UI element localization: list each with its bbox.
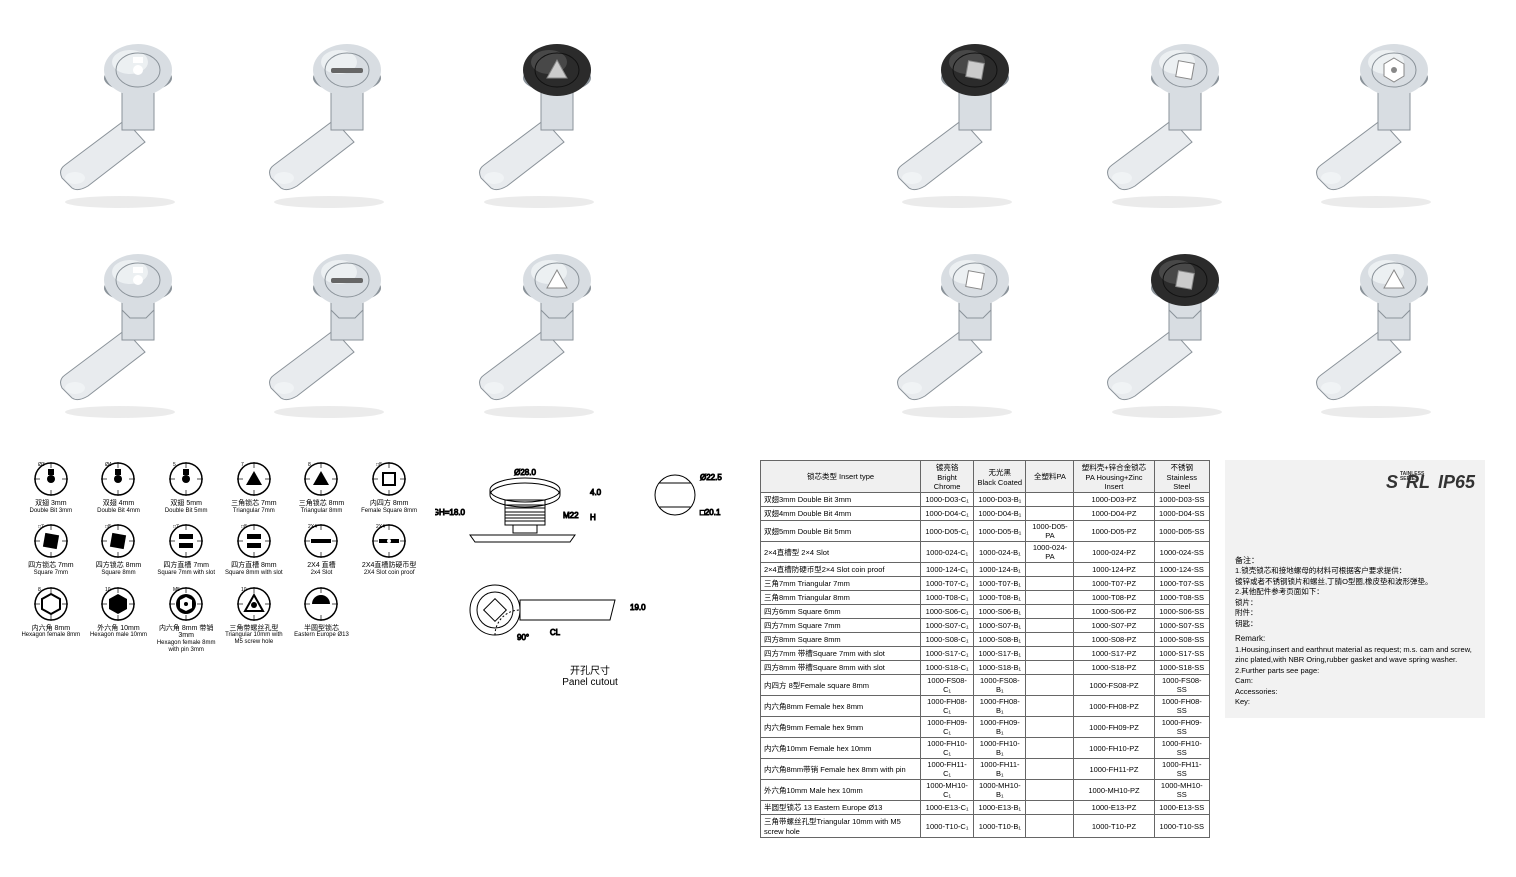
spec-table: 锁芯类型 Insert type镀亮铬Bright Chrome无光黑Black… [760, 460, 1210, 838]
insert-icon: 8内六角 8mmHexagon female 8mm [20, 585, 82, 654]
svg-text:CL: CL [550, 628, 561, 637]
table-row: 三角7mm Triangular 7mm1000-T07-C₁1000-T07-… [761, 577, 1210, 591]
table-row: 外六角10mm Male hex 10mm1000-MH10-C₁1000-MH… [761, 780, 1210, 801]
product-image [30, 230, 229, 430]
insert-icon: M5内六角 8mm 带销 3mmHexagon female 8mm with … [155, 585, 217, 654]
insert-icon: 10三角带螺丝孔型Triangular 10mm with M5 screw h… [223, 585, 285, 654]
svg-text:19.0: 19.0 [630, 603, 646, 612]
insert-icon: □8内四方 8mmFemale Square 8mm [358, 460, 420, 514]
insert-icon: 5双翅 5mmDouble Bit 5mm [155, 460, 217, 514]
table-row: 四方6mm Square 6mm1000-S06-C₁1000-S06-B₁10… [761, 605, 1210, 619]
insert-icon: □7四方锁芯 7mmSquare 7mm [20, 522, 82, 576]
table-row: 内六角8mm Female hex 8mm1000-FH08-C₁1000-FH… [761, 696, 1210, 717]
svg-text:□8: □8 [241, 524, 247, 530]
svg-text:10: 10 [241, 587, 247, 593]
product-image [449, 20, 648, 220]
product-image [30, 20, 229, 220]
product-image-grid [0, 0, 1516, 450]
product-image [239, 20, 438, 220]
svg-text:□7: □7 [173, 524, 179, 530]
bottom-section: Ø3双翅 3mmDouble Bit 3mmØ4双翅 4mmDouble Bit… [0, 450, 1516, 848]
svg-text:M22: M22 [563, 511, 579, 520]
table-row: 2×4直槽型 2×4 Slot1000-024-C₁1000-024-B₁100… [761, 542, 1210, 563]
badge-stainless: STAINLESS SERIES [1386, 470, 1398, 495]
insert-icon: 半圆型锁芯Eastern Europe Ø13 [291, 585, 353, 654]
panel-cutout-label-en: Panel cutout [435, 677, 745, 688]
badge-ip65: IP65 [1438, 470, 1475, 495]
svg-text:10: 10 [105, 587, 111, 593]
insert-icon: 2X42X4直槽防硬币型2X4 Slot coin proof [358, 522, 420, 576]
product-image [1077, 20, 1276, 220]
svg-text:Ø28.0: Ø28.0 [514, 468, 536, 477]
svg-text:Ø4: Ø4 [105, 462, 112, 468]
svg-text:□7: □7 [38, 524, 44, 530]
product-image [868, 230, 1067, 430]
table-row: 四方8mm Square 8mm1000-S08-C₁1000-S08-B₁10… [761, 633, 1210, 647]
product-image [1077, 230, 1276, 430]
insert-icon: 10外六角 10mmHexagon male 10mm [88, 585, 150, 654]
svg-text:Ø3: Ø3 [38, 462, 45, 468]
svg-text:GH=18.0: GH=18.0 [435, 508, 466, 517]
table-row: 内六角10mm Female hex 10mm1000-FH10-C₁1000-… [761, 738, 1210, 759]
svg-text:□8: □8 [376, 462, 382, 468]
svg-text:8: 8 [308, 462, 311, 468]
insert-icon: 7三角锁芯 7mmTriangular 7mm [223, 460, 285, 514]
svg-text:2X4: 2X4 [376, 524, 385, 530]
product-image [239, 230, 438, 430]
svg-text:90°: 90° [517, 633, 529, 642]
table-row: 四方8mm 带槽Square 8mm with slot1000-S18-C₁1… [761, 661, 1210, 675]
svg-text:2X4: 2X4 [308, 524, 317, 530]
table-row: 三角8mm Triangular 8mm1000-T08-C₁1000-T08-… [761, 591, 1210, 605]
insert-icon: □8四方直槽 8mmSquare 8mm with slot [223, 522, 285, 576]
svg-text:□20.1: □20.1 [700, 508, 721, 517]
table-row: 半圆型锁芯 13 Eastern Europe Ø131000-E13-C₁10… [761, 801, 1210, 815]
table-row: 四方7mm 带槽Square 7mm with slot1000-S17-C₁1… [761, 647, 1210, 661]
table-row: 内四方 8型Female square 8mm1000-FS08-C₁1000-… [761, 675, 1210, 696]
svg-text:Ø22.5: Ø22.5 [700, 473, 722, 482]
notes-panel: STAINLESS SERIES RL IP65 备注： 1.锁壳锁芯和接地螺母… [1225, 460, 1485, 718]
notes-en-title: Remark: [1235, 633, 1475, 644]
table-row: 2×4直槽防硬币型2×4 Slot coin proof1000-124-C₁1… [761, 563, 1210, 577]
svg-text:5: 5 [173, 462, 176, 468]
table-row: 内六角9mm Female hex 9mm1000-FH09-C₁1000-FH… [761, 717, 1210, 738]
product-image [658, 230, 857, 430]
notes-cn-title: 备注： [1235, 555, 1475, 566]
panel-cutout-label-cn: 开孔尺寸 [435, 662, 745, 677]
certification-badges: STAINLESS SERIES RL IP65 [1235, 470, 1475, 495]
svg-text:4.0: 4.0 [590, 488, 602, 497]
table-row: 四方7mm Square 7mm1000-S07-C₁1000-S07-B₁10… [761, 619, 1210, 633]
product-image [1287, 230, 1486, 430]
svg-text:H: H [590, 513, 596, 522]
svg-text:8: 8 [38, 587, 41, 593]
product-image [1287, 20, 1486, 220]
product-image [658, 20, 857, 220]
insert-icon: □8四方锁芯 8mmSquare 8mm [88, 522, 150, 576]
product-image [868, 20, 1067, 220]
insert-icon: □7四方直槽 7mmSquare 7mm with slot [155, 522, 217, 576]
technical-drawing: Ø28.0 M22 GH=18.0 4.0 H Ø22.5 □20.1 CL 1… [435, 460, 745, 688]
svg-text:7: 7 [241, 462, 244, 468]
insert-icon: 2X42X4 直槽2x4 Slot [291, 522, 353, 576]
insert-icon: Ø4双翅 4mmDouble Bit 4mm [88, 460, 150, 514]
svg-text:M5: M5 [173, 587, 180, 593]
table-row: 双翅5mm Double Bit 5mm1000-D05-C₁1000-D05-… [761, 521, 1210, 542]
table-row: 双翅3mm Double Bit 3mm1000-D03-C₁1000-D03-… [761, 493, 1210, 507]
table-row: 双翅4mm Double Bit 4mm1000-D04-C₁1000-D04-… [761, 507, 1210, 521]
product-image [449, 230, 648, 430]
svg-text:□8: □8 [105, 524, 111, 530]
insert-icon: Ø3双翅 3mmDouble Bit 3mm [20, 460, 82, 514]
table-row: 内六角8mm带销 Female hex 8mm with pin1000-FH1… [761, 759, 1210, 780]
insert-type-icons: Ø3双翅 3mmDouble Bit 3mmØ4双翅 4mmDouble Bit… [20, 460, 420, 653]
table-row: 三角带螺丝孔型Triangular 10mm with M5 screw hol… [761, 815, 1210, 838]
insert-icon: 8三角锁芯 8mmTriangular 8mm [291, 460, 353, 514]
